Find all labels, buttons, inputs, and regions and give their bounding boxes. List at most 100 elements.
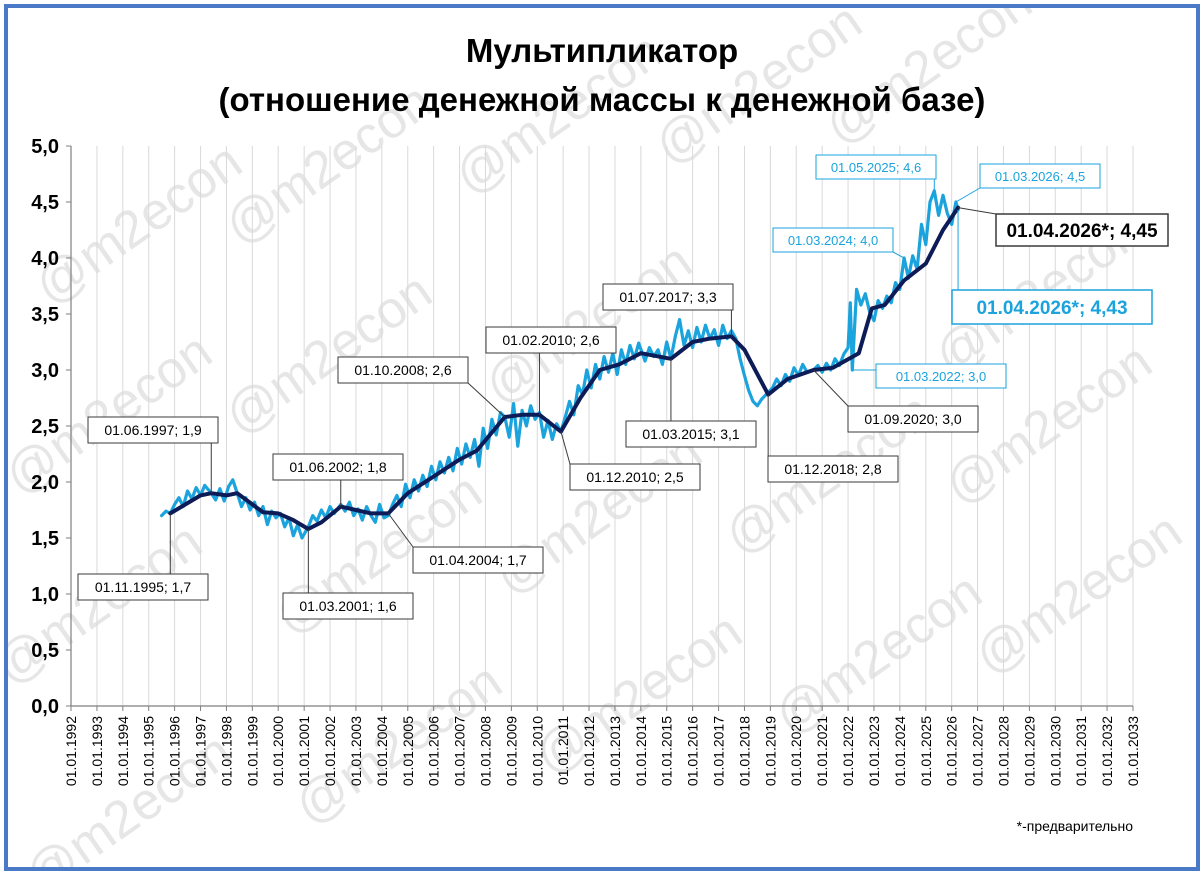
annotation-text: 01.12.2018; 2,8	[784, 461, 882, 477]
annotation-text: 01.11.1995; 1,7	[95, 579, 191, 595]
annotation-text: 01.05.2025; 4,6	[831, 160, 921, 175]
annotation-box	[625, 420, 757, 448]
annotation-box	[87, 416, 219, 444]
x-tick-label: 01.01.2029	[1021, 716, 1037, 786]
x-tick-label: 01.01.1997	[193, 716, 209, 786]
annotation-box	[875, 363, 1007, 389]
x-tick-label: 01.01.2028	[995, 716, 1011, 786]
annotation-label: 01.12.2010; 2,5	[560, 431, 701, 491]
annotation-leader	[813, 369, 849, 407]
annotation-label: 01.06.1997; 1,9	[87, 416, 219, 494]
x-tick-label: 01.01.2032	[1099, 716, 1115, 786]
y-tick-labels: 0,0 0,5 1,0 1,5 2,0 2,5 3,0 3,5 4,0 4,5 5,0	[31, 136, 71, 718]
annotation-layer: 01.11.1995; 1,7 01.06.1997; 1,9 01.03.2001…	[77, 154, 1169, 620]
annotation-box	[602, 283, 734, 311]
x-tick-label: 01.01.2025	[918, 716, 934, 786]
x-tick-label: 01.01.2027	[970, 716, 986, 786]
x-tick-label: 01.01.2000	[270, 716, 286, 786]
x-tick-label: 01.01.2013	[607, 716, 623, 786]
annotation-text: 01.03.2001; 1,6	[299, 598, 397, 614]
x-tick-label: 01.01.2019	[762, 716, 778, 786]
x-tick-labels: 01.01.1992 01.01.1993 01.01.1994 01.01.1995…	[63, 706, 1141, 786]
x-tick-label: 01.01.1993	[89, 716, 105, 786]
annotation-leader	[387, 513, 414, 548]
annotation-text: 01.06.2002; 1,8	[289, 459, 387, 475]
footnote: *-предварительно	[1017, 818, 1134, 834]
x-tick-label: 01.01.2006	[426, 716, 442, 786]
x-tick-label: 01.01.2018	[736, 716, 752, 786]
x-tick-label: 01.01.1992	[63, 716, 79, 786]
x-tick-label: 01.01.2011	[555, 716, 571, 785]
annotation-label: 01.03.2022; 3,0	[852, 363, 1007, 389]
annotation-text: 01.04.2004; 1,7	[429, 552, 527, 568]
x-tick-label: 01.01.2004	[374, 716, 390, 786]
x-tick-label: 01.01.2014	[633, 716, 649, 786]
x-tick-label: 01.01.1999	[244, 716, 260, 786]
annotation-box	[412, 546, 544, 574]
x-tick-label: 01.01.2024	[892, 716, 908, 786]
annotation-text: 01.04.2026*; 4,45	[1006, 221, 1158, 242]
chart-subtitle: (отношение денежной массы к денежной баз…	[219, 81, 986, 118]
x-tick-label: 01.01.2009	[503, 716, 519, 786]
watermark-text: @m2econ	[24, 132, 252, 316]
annotation-text: 01.03.2022; 3,0	[896, 369, 986, 384]
annotation-box	[847, 405, 979, 433]
x-tick-label: 01.01.2015	[659, 716, 675, 786]
annotation-leader	[467, 382, 506, 418]
x-tick-label: 01.01.2033	[1125, 716, 1141, 786]
annotation-box	[77, 573, 209, 601]
annotation-box	[979, 163, 1101, 189]
annotation-leader	[957, 207, 997, 215]
annotation-box	[485, 326, 617, 354]
x-tick-label: 01.01.2022	[840, 716, 856, 786]
annotation-label: 01.06.2002; 1,8	[272, 453, 404, 507]
annotation-label: 01.12.2018; 2,8	[767, 394, 899, 483]
annotation-text: 01.03.2026; 4,5	[995, 169, 1085, 184]
annotation-label: 01.03.2024; 4,0	[772, 227, 905, 259]
y-tick-label: 0,0	[31, 696, 59, 718]
annotation-box	[569, 463, 701, 491]
annotation-label: 01.09.2020; 3,0	[813, 369, 979, 433]
series-layer	[160, 189, 961, 540]
x-tick-label: 01.01.2012	[581, 716, 597, 786]
x-tick-label: 01.01.2002	[322, 716, 338, 786]
x-tick-label: 01.01.2005	[400, 716, 416, 786]
y-tick-label: 1,5	[31, 528, 59, 550]
annotation-text: 01.12.2010; 2,5	[586, 469, 684, 485]
watermark-text: @m2econ	[964, 502, 1192, 686]
x-tick-label: 01.01.2016	[685, 716, 701, 786]
annotation-text: 01.09.2020; 3,0	[864, 411, 962, 427]
annotation-label: 01.02.2010; 2,6	[485, 326, 617, 415]
x-tick-label: 01.01.2003	[348, 716, 364, 786]
annotation-label: 01.10.2008; 2,6	[337, 356, 506, 418]
annotation-leader	[955, 187, 981, 203]
annotation-label: 01.11.1995; 1,7	[77, 513, 209, 601]
x-tick-label: 01.01.2023	[866, 716, 882, 786]
annotation-box	[282, 592, 414, 620]
annotation-text: 01.03.2015; 3,1	[642, 426, 740, 442]
annotation-text: 01.02.2010; 2,6	[502, 332, 600, 348]
annotation-label: 01.04.2004; 1,7	[387, 513, 544, 574]
x-tick-label: 01.01.2026	[944, 716, 960, 786]
x-tick-label: 01.01.1994	[115, 716, 131, 786]
series-line-smoothed	[168, 205, 961, 531]
x-tick-label: 01.01.1995	[141, 716, 157, 786]
annotation-box	[767, 455, 899, 483]
y-tick-label: 4,0	[31, 248, 59, 270]
annotation-text: 01.04.2026*; 4,43	[976, 298, 1127, 319]
annotation-label: 01.03.2026; 4,5	[955, 163, 1101, 203]
x-tick-label: 01.01.2017	[711, 716, 727, 786]
annotation-box	[995, 213, 1169, 247]
annotation-leader	[560, 431, 571, 465]
x-tick-label: 01.01.2030	[1047, 716, 1063, 786]
annotation-label: 01.03.2015; 3,1	[625, 358, 757, 448]
chart-svg: @m2econ@m2econ @m2econ@m2econ@m2econ@m2ec…	[8, 8, 1192, 867]
chart-frame: @m2econ @m2econ @m2econ @m2econ @m2econ @m2ec…	[4, 4, 1200, 871]
annotation-text: 01.03.2024; 4,0	[788, 233, 878, 248]
annotation-box	[337, 356, 469, 384]
x-tick-label: 01.01.2031	[1073, 716, 1089, 786]
chart-title: Мультипликатор	[466, 32, 738, 69]
annotation-text: 01.10.2008; 2,6	[354, 362, 452, 378]
x-tick-label: 01.01.2021	[814, 716, 830, 786]
annotation-label: 01.05.2025; 4,6	[815, 154, 937, 191]
